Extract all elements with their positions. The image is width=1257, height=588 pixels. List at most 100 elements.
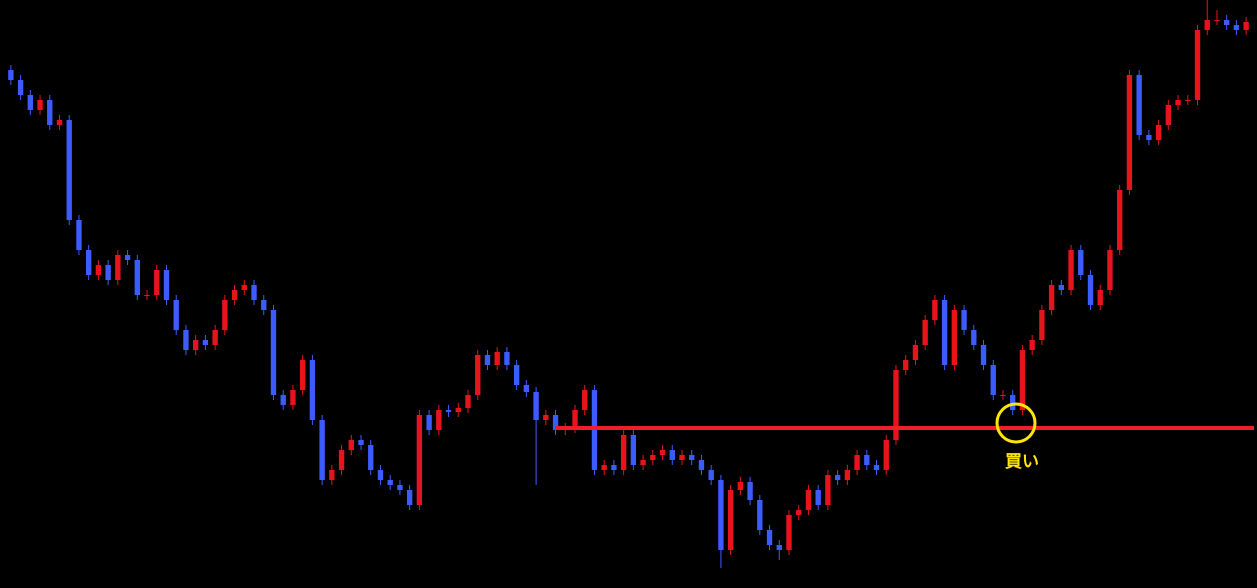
candle-body (494, 352, 500, 365)
candle-body (640, 460, 646, 465)
candle-body (971, 330, 977, 345)
candle-body (1165, 105, 1171, 125)
candle-body (76, 220, 82, 250)
candle-body (776, 545, 782, 550)
candle-body (173, 300, 179, 330)
candle-body (329, 470, 335, 480)
candle-body (504, 352, 510, 365)
candle-body (115, 255, 121, 280)
candle-body (212, 330, 218, 345)
candle-body (1146, 135, 1152, 140)
candle-body (47, 100, 53, 125)
candle-body (980, 345, 987, 365)
candle-body (601, 465, 607, 470)
candle-body (650, 455, 656, 460)
candle-body (280, 395, 286, 405)
candle-body (86, 250, 92, 275)
candle-body (1204, 20, 1210, 30)
candle-body (912, 345, 919, 360)
candle-body (961, 310, 967, 330)
candle-body (66, 120, 72, 220)
candle-body (338, 450, 345, 470)
candle-body (465, 395, 471, 408)
candle-body (903, 360, 909, 370)
candle-body (805, 490, 812, 510)
candle-body (737, 482, 744, 490)
candle-body (377, 470, 384, 480)
candle-body (883, 440, 889, 470)
candle-body (202, 340, 209, 345)
candle-body (95, 265, 102, 275)
candle-body (689, 455, 695, 460)
candle-body (484, 355, 491, 365)
candle-body (796, 510, 802, 515)
candle-body (309, 360, 316, 420)
candle-body (1010, 395, 1016, 410)
candle-body (669, 450, 675, 460)
candle-body (854, 455, 860, 470)
candle-body (1058, 285, 1065, 290)
candle-body (932, 300, 938, 320)
candle-body (144, 295, 150, 296)
candle-body (747, 482, 753, 500)
candle-body (37, 100, 43, 110)
candle-body (8, 70, 14, 80)
candle-body (192, 340, 199, 350)
candle-body (941, 300, 948, 365)
candle-body (922, 320, 928, 345)
candle-body (348, 440, 354, 450)
candle-body (1078, 250, 1084, 275)
candle-body (1000, 395, 1006, 396)
candle-body (708, 470, 714, 480)
candle-body (1048, 285, 1055, 310)
candle-body (1107, 250, 1113, 290)
candle-body (1126, 75, 1133, 190)
candle-body (358, 440, 364, 445)
candle-body (1243, 22, 1249, 30)
candle-body (1155, 125, 1162, 140)
candle-body (1117, 190, 1123, 250)
candle-body (261, 300, 267, 310)
candle-body (222, 300, 228, 330)
candle-body (1097, 290, 1103, 305)
candle-body (290, 390, 296, 405)
candle-body (1039, 310, 1045, 340)
candle-body (786, 515, 792, 550)
candle-body (475, 355, 481, 395)
candle-body (815, 490, 821, 505)
candle-body (1087, 275, 1094, 305)
candle-body (397, 485, 403, 490)
candle-body (513, 365, 520, 385)
candle-body (825, 475, 831, 505)
candle-body (416, 415, 423, 505)
candle-body (105, 265, 111, 280)
candle-body (630, 435, 637, 465)
candle-body (406, 490, 413, 505)
candle-body (387, 480, 393, 485)
candle-body (183, 330, 189, 350)
candle-body (951, 310, 958, 365)
candle-body (445, 410, 452, 412)
candle-body (1224, 20, 1230, 25)
candle-body (552, 415, 559, 430)
candle-body (727, 490, 734, 550)
candle-body (455, 408, 461, 412)
candle-body (1185, 100, 1191, 101)
candle-body (757, 500, 763, 530)
candle-body (241, 285, 247, 290)
candle-body (659, 450, 666, 455)
candle-body (154, 270, 160, 295)
candle-body (56, 120, 63, 125)
candle-body (1136, 75, 1142, 135)
candle-body (368, 445, 374, 470)
candle-body (533, 392, 539, 420)
candle-body (834, 475, 841, 480)
candle-body (251, 285, 257, 300)
signal-circle (995, 402, 1037, 444)
candle-body (299, 360, 306, 390)
candle-body (679, 455, 685, 460)
candle-body (844, 470, 851, 480)
candle-body (572, 410, 578, 428)
candle-body (124, 255, 131, 260)
